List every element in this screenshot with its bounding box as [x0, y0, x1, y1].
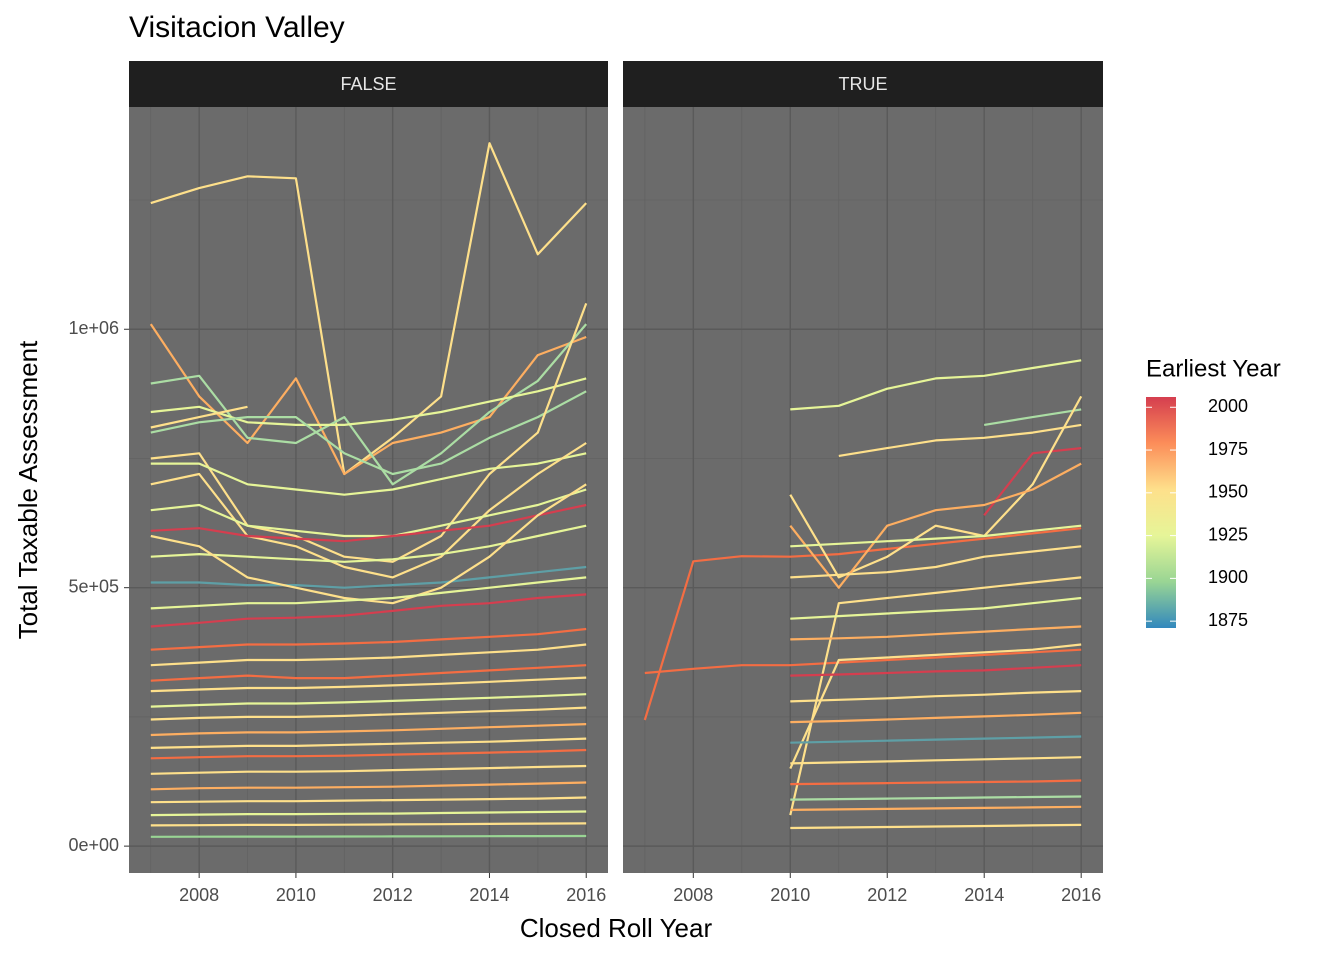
data-line — [150, 693, 587, 708]
data-line — [150, 706, 587, 721]
colorbar-label: 1925 — [1208, 524, 1248, 544]
data-line — [790, 625, 1082, 641]
x-axis-label: Closed Roll Year — [520, 913, 713, 943]
data-line — [789, 462, 1082, 589]
data-line — [644, 648, 1082, 675]
x-tick-label: 2016 — [566, 885, 606, 905]
data-line — [150, 834, 587, 838]
legend-title: Earliest Year — [1146, 355, 1281, 382]
colorbar-label: 1950 — [1208, 482, 1248, 502]
data-line — [150, 748, 587, 760]
data-line — [150, 723, 587, 737]
data-line — [150, 676, 587, 693]
data-line — [150, 303, 588, 563]
y-tick-label: 1e+06 — [68, 318, 119, 338]
x-tick-label: 2014 — [964, 885, 1004, 905]
data-line — [790, 711, 1082, 724]
panel-background — [623, 107, 1103, 873]
data-line — [790, 735, 1082, 744]
data-line — [790, 524, 1082, 548]
data-line — [150, 524, 587, 563]
colorbar-label: 1875 — [1208, 610, 1248, 630]
facet-strip — [129, 61, 608, 107]
colorbar-label: 1975 — [1208, 439, 1248, 459]
x-tick-label: 2008 — [673, 885, 713, 905]
data-line — [790, 795, 1082, 801]
data-line — [150, 142, 587, 476]
y-tick-label: 5e+05 — [68, 576, 119, 596]
data-line — [789, 576, 1082, 816]
data-line — [790, 779, 1082, 786]
data-line — [150, 627, 587, 651]
facet-strip — [623, 61, 1103, 107]
data-line — [790, 823, 1082, 830]
data-line — [790, 690, 1082, 703]
colorbar-label: 1900 — [1208, 567, 1248, 587]
data-line — [150, 452, 587, 496]
data-line — [790, 805, 1082, 811]
data-line — [838, 423, 1082, 457]
data-line — [150, 442, 587, 579]
data-line — [789, 395, 1083, 579]
data-line — [150, 483, 587, 605]
data-line — [790, 756, 1082, 765]
data-line — [150, 576, 587, 610]
data-line — [150, 737, 587, 749]
data-line — [983, 447, 1082, 516]
x-tick-label: 2012 — [867, 885, 907, 905]
x-tick-label: 2014 — [469, 885, 509, 905]
data-line — [643, 527, 1082, 721]
data-line — [150, 565, 587, 589]
facet-label: TRUE — [839, 74, 888, 94]
data-line — [790, 359, 1082, 411]
data-line — [150, 488, 587, 538]
chart-title: Visitacion Valley — [129, 11, 345, 44]
y-tick-label: 0e+00 — [68, 835, 119, 855]
data-line — [789, 643, 1082, 770]
data-line — [150, 643, 587, 667]
x-tick-label: 2010 — [770, 885, 810, 905]
colorbar — [1146, 397, 1176, 628]
data-line — [790, 545, 1082, 579]
data-line — [150, 796, 587, 804]
data-line — [150, 664, 587, 682]
data-line — [150, 503, 587, 543]
data-line — [150, 781, 587, 791]
colorbar-label: 2000 — [1208, 396, 1248, 416]
data-line — [150, 390, 587, 476]
lines — [643, 359, 1083, 830]
lines — [149, 142, 588, 838]
data-line — [790, 596, 1082, 620]
data-line — [150, 764, 587, 775]
x-tick-label: 2010 — [276, 885, 316, 905]
facet-label: FALSE — [340, 74, 396, 94]
data-line — [790, 664, 1082, 677]
y-axis-label: Total Taxable Assessment — [13, 340, 43, 639]
data-line — [150, 405, 248, 429]
data-line — [150, 593, 587, 628]
data-line — [150, 822, 587, 827]
x-tick-label: 2016 — [1061, 885, 1101, 905]
data-line — [150, 810, 587, 817]
data-line — [150, 377, 587, 426]
data-line — [984, 408, 1082, 426]
x-tick-label: 2008 — [179, 885, 219, 905]
x-tick-label: 2012 — [373, 885, 413, 905]
